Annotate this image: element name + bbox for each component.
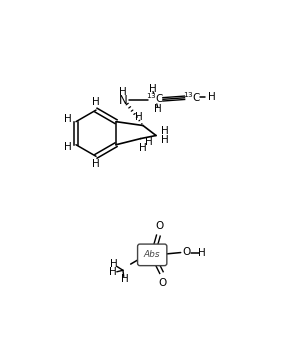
Text: H: H	[119, 87, 127, 97]
Text: H: H	[208, 92, 215, 102]
Text: N: N	[118, 94, 127, 107]
Text: H: H	[161, 126, 169, 136]
Text: O: O	[183, 247, 191, 257]
Text: H: H	[109, 267, 117, 277]
Text: H: H	[161, 135, 169, 145]
Text: H: H	[139, 143, 147, 153]
Text: H: H	[198, 248, 206, 258]
Text: H: H	[121, 274, 128, 285]
Text: O: O	[159, 277, 167, 288]
FancyBboxPatch shape	[138, 244, 167, 266]
Text: Abs: Abs	[144, 250, 160, 259]
Text: H: H	[154, 104, 162, 114]
Text: H: H	[110, 259, 118, 269]
Text: O: O	[155, 221, 163, 231]
Text: H: H	[92, 97, 100, 107]
Text: H: H	[64, 114, 72, 124]
Text: H: H	[92, 159, 100, 169]
Text: H: H	[135, 112, 143, 122]
Text: $^{13}$C: $^{13}$C	[183, 90, 201, 104]
Text: H: H	[64, 142, 72, 152]
Text: H: H	[145, 137, 153, 147]
Text: $^{13}$C: $^{13}$C	[146, 92, 164, 105]
Text: H: H	[149, 84, 157, 94]
